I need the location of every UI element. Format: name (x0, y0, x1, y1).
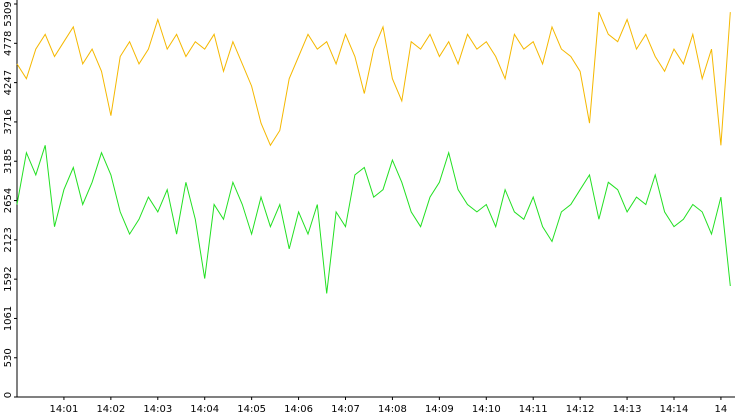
y-tick-label: 3185 (3, 149, 14, 174)
x-tick-label: 14:14 (660, 404, 689, 415)
series-line (16, 11, 731, 147)
series-line (16, 145, 731, 294)
x-tick-label: 14:08 (378, 404, 407, 415)
y-tick-label: 3716 (3, 109, 14, 134)
x-tick-label: 14:07 (331, 404, 360, 415)
x-tick-label: 14:12 (566, 404, 595, 415)
y-tick-label: 1592 (3, 266, 14, 291)
x-tick-label: 14:13 (613, 404, 642, 415)
x-tick-label: 14:10 (472, 404, 501, 415)
x-tick-label: 14:09 (425, 404, 454, 415)
y-tick-label: 530 (3, 348, 14, 367)
x-tick-label: 14:01 (50, 404, 79, 415)
x-tick-label: 14:06 (284, 404, 313, 415)
x-tick-label: 14:04 (190, 404, 219, 415)
x-tick-label: 14:02 (96, 404, 125, 415)
y-tick-label: 4247 (3, 70, 14, 95)
x-tick-label: 14:11 (519, 404, 548, 415)
y-tick-label: 0 (3, 392, 14, 398)
y-tick-label: 4778 (3, 31, 14, 56)
x-tick-label: 14:03 (143, 404, 172, 415)
x-tick-label: 14 (715, 404, 728, 415)
y-tick-label: 5309 (3, 1, 14, 26)
y-tick-label: 2123 (3, 227, 14, 252)
x-tick-label: 14:05 (237, 404, 266, 415)
y-tick-label: 1061 (3, 306, 14, 331)
y-tick-label: 2654 (3, 188, 14, 213)
